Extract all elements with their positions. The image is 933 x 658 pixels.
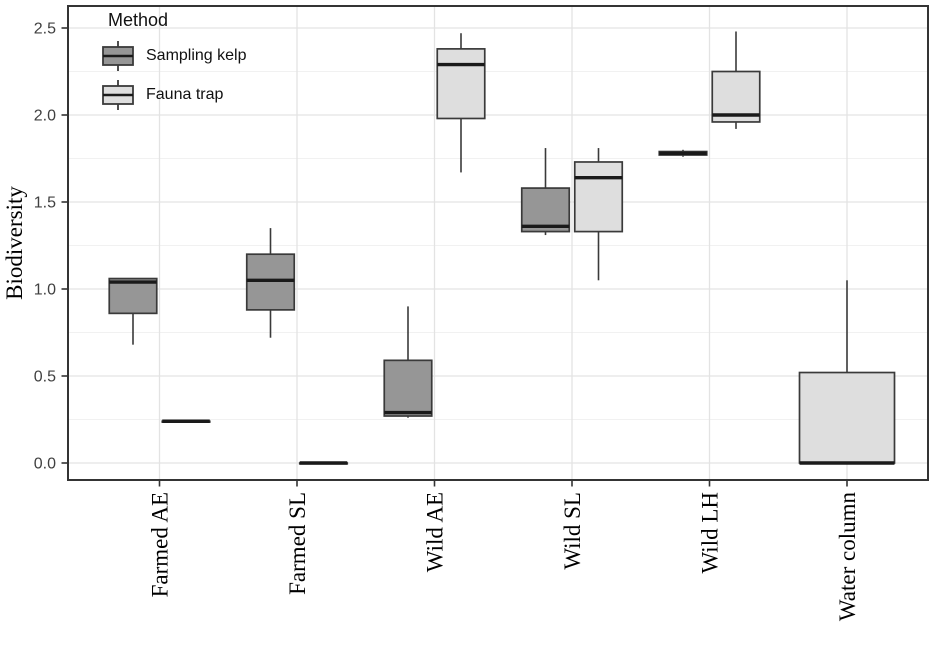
y-axis-title: Biodiversity	[2, 186, 27, 300]
x-category-label: Wild LH	[698, 492, 723, 573]
panel-background	[68, 6, 928, 480]
y-tick-label: 0.5	[34, 369, 56, 386]
legend: Method Sampling kelp Fauna trap	[101, 10, 247, 115]
legend-item-fauna-trap: Fauna trap	[101, 80, 247, 110]
box-fauna-trap	[798, 371, 896, 464]
y-tick-label: 2.0	[34, 108, 56, 125]
x-category-label: Farmed SL	[285, 492, 310, 595]
box-sampling-kelp	[108, 277, 158, 315]
box-fauna-trap	[573, 161, 624, 233]
legend-label-fauna-trap: Fauna trap	[146, 86, 224, 103]
y-tick-label: 2.5	[34, 21, 56, 38]
boxplot-key-icon	[102, 80, 134, 110]
x-category-label: Farmed AE	[148, 492, 173, 597]
legend-item-sampling-kelp: Sampling kelp	[101, 41, 247, 71]
y-tick-label: 1.5	[34, 195, 56, 212]
x-category-label: Wild AE	[423, 492, 448, 572]
boxplot-key-icon	[102, 41, 134, 71]
panel-border	[67, 5, 929, 481]
x-category-label: Water column	[835, 492, 860, 622]
box-sampling-kelp	[520, 187, 571, 233]
legend-label-sampling-kelp: Sampling kelp	[146, 47, 247, 64]
box-sampling-kelp	[245, 253, 296, 311]
y-tick-label: 0.0	[34, 456, 56, 473]
x-category-label: Wild SL	[560, 492, 585, 570]
box-fauna-trap	[436, 48, 486, 120]
legend-title: Method	[108, 10, 169, 30]
y-tick-label: 1.0	[34, 282, 56, 299]
box-sampling-kelp	[383, 359, 433, 417]
